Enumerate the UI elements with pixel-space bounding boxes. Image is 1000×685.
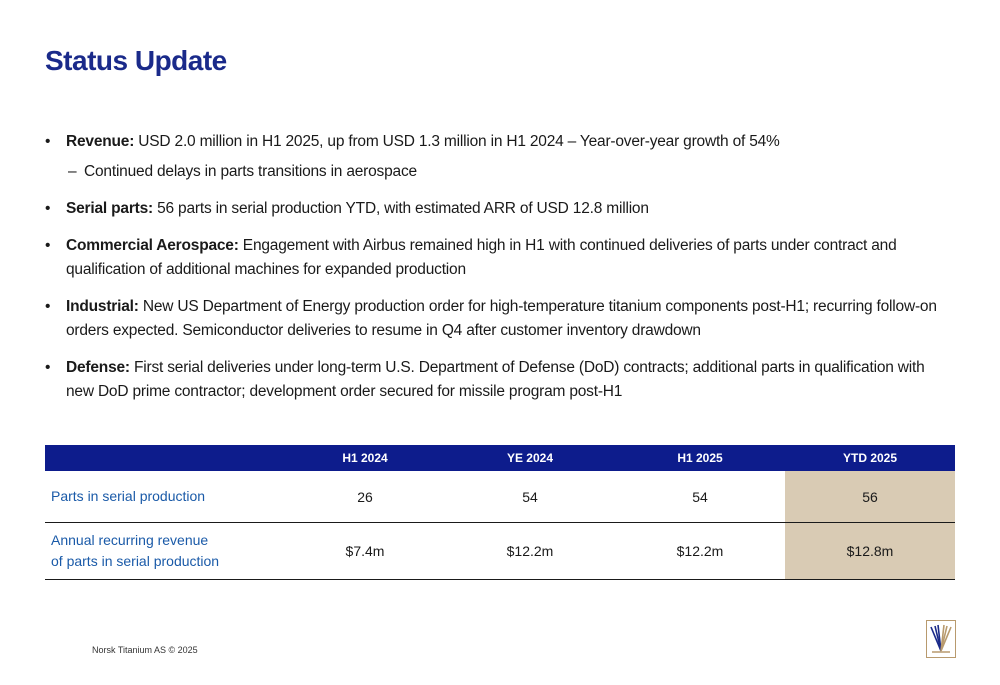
header-cell-ye-2024: YE 2024	[445, 445, 615, 471]
bullet-label: Industrial:	[66, 298, 139, 315]
row-label-line1: Annual recurring revenue	[51, 532, 209, 548]
row-label: Parts in serial production	[45, 471, 285, 523]
bullet-label: Commercial Aerospace:	[66, 237, 239, 254]
status-table: H1 2024 YE 2024 H1 2025 YTD 2025 Parts i…	[45, 445, 955, 580]
bullet-text: First serial deliveries under long-term …	[66, 359, 925, 400]
row-label: Annual recurring revenue of parts in ser…	[45, 522, 285, 580]
bullet-text: 56 parts in serial production YTD, with …	[153, 200, 649, 217]
bullet-industrial: Industrial: New US Department of Energy …	[45, 295, 955, 343]
logo-mark-icon	[930, 624, 952, 653]
bullet-label: Serial parts:	[66, 200, 153, 217]
table-cell: $7.4m	[285, 522, 445, 580]
row-label-line2: of parts in serial production	[51, 553, 220, 569]
header-cell-h1-2024: H1 2024	[285, 445, 445, 471]
bullet-commercial-aerospace: Commercial Aerospace: Engagement with Ai…	[45, 234, 955, 282]
norsk-titanium-logo-icon	[926, 620, 956, 658]
bullet-text: New US Department of Energy production o…	[66, 298, 937, 339]
sub-bullet: Continued delays in parts transitions in…	[68, 160, 955, 184]
bullet-list: Revenue: USD 2.0 million in H1 2025, up …	[45, 130, 955, 417]
table-cell: 26	[285, 471, 445, 523]
table-cell: $12.2m	[445, 522, 615, 580]
bullet-text: USD 2.0 million in H1 2025, up from USD …	[134, 133, 780, 150]
header-cell-empty	[45, 445, 285, 471]
table-cell: $12.2m	[615, 522, 785, 580]
bullet-revenue: Revenue: USD 2.0 million in H1 2025, up …	[45, 130, 955, 184]
bullet-label: Revenue:	[66, 133, 135, 150]
table-header-row: H1 2024 YE 2024 H1 2025 YTD 2025	[45, 445, 955, 471]
bullet-defense: Defense: First serial deliveries under l…	[45, 356, 955, 404]
row-label-line1: Parts in serial production	[51, 488, 206, 504]
table-row: Annual recurring revenue of parts in ser…	[45, 522, 955, 580]
bullet-serial-parts: Serial parts: 56 parts in serial product…	[45, 197, 955, 221]
bullet-text: Engagement with Airbus remained high in …	[66, 237, 897, 278]
bullet-label: Defense:	[66, 359, 130, 376]
table-cell: 54	[615, 471, 785, 523]
table-row: Parts in serial production 26 54 54 56	[45, 471, 955, 523]
header-cell-ytd-2025: YTD 2025	[785, 445, 955, 471]
table-cell-highlight: 56	[785, 471, 955, 523]
page-title: Status Update	[45, 45, 227, 76]
header-cell-h1-2025: H1 2025	[615, 445, 785, 471]
table-cell-highlight: $12.8m	[785, 522, 955, 580]
footer-copyright: Norsk Titanium AS © 2025	[92, 645, 198, 655]
table-cell: 54	[445, 471, 615, 523]
